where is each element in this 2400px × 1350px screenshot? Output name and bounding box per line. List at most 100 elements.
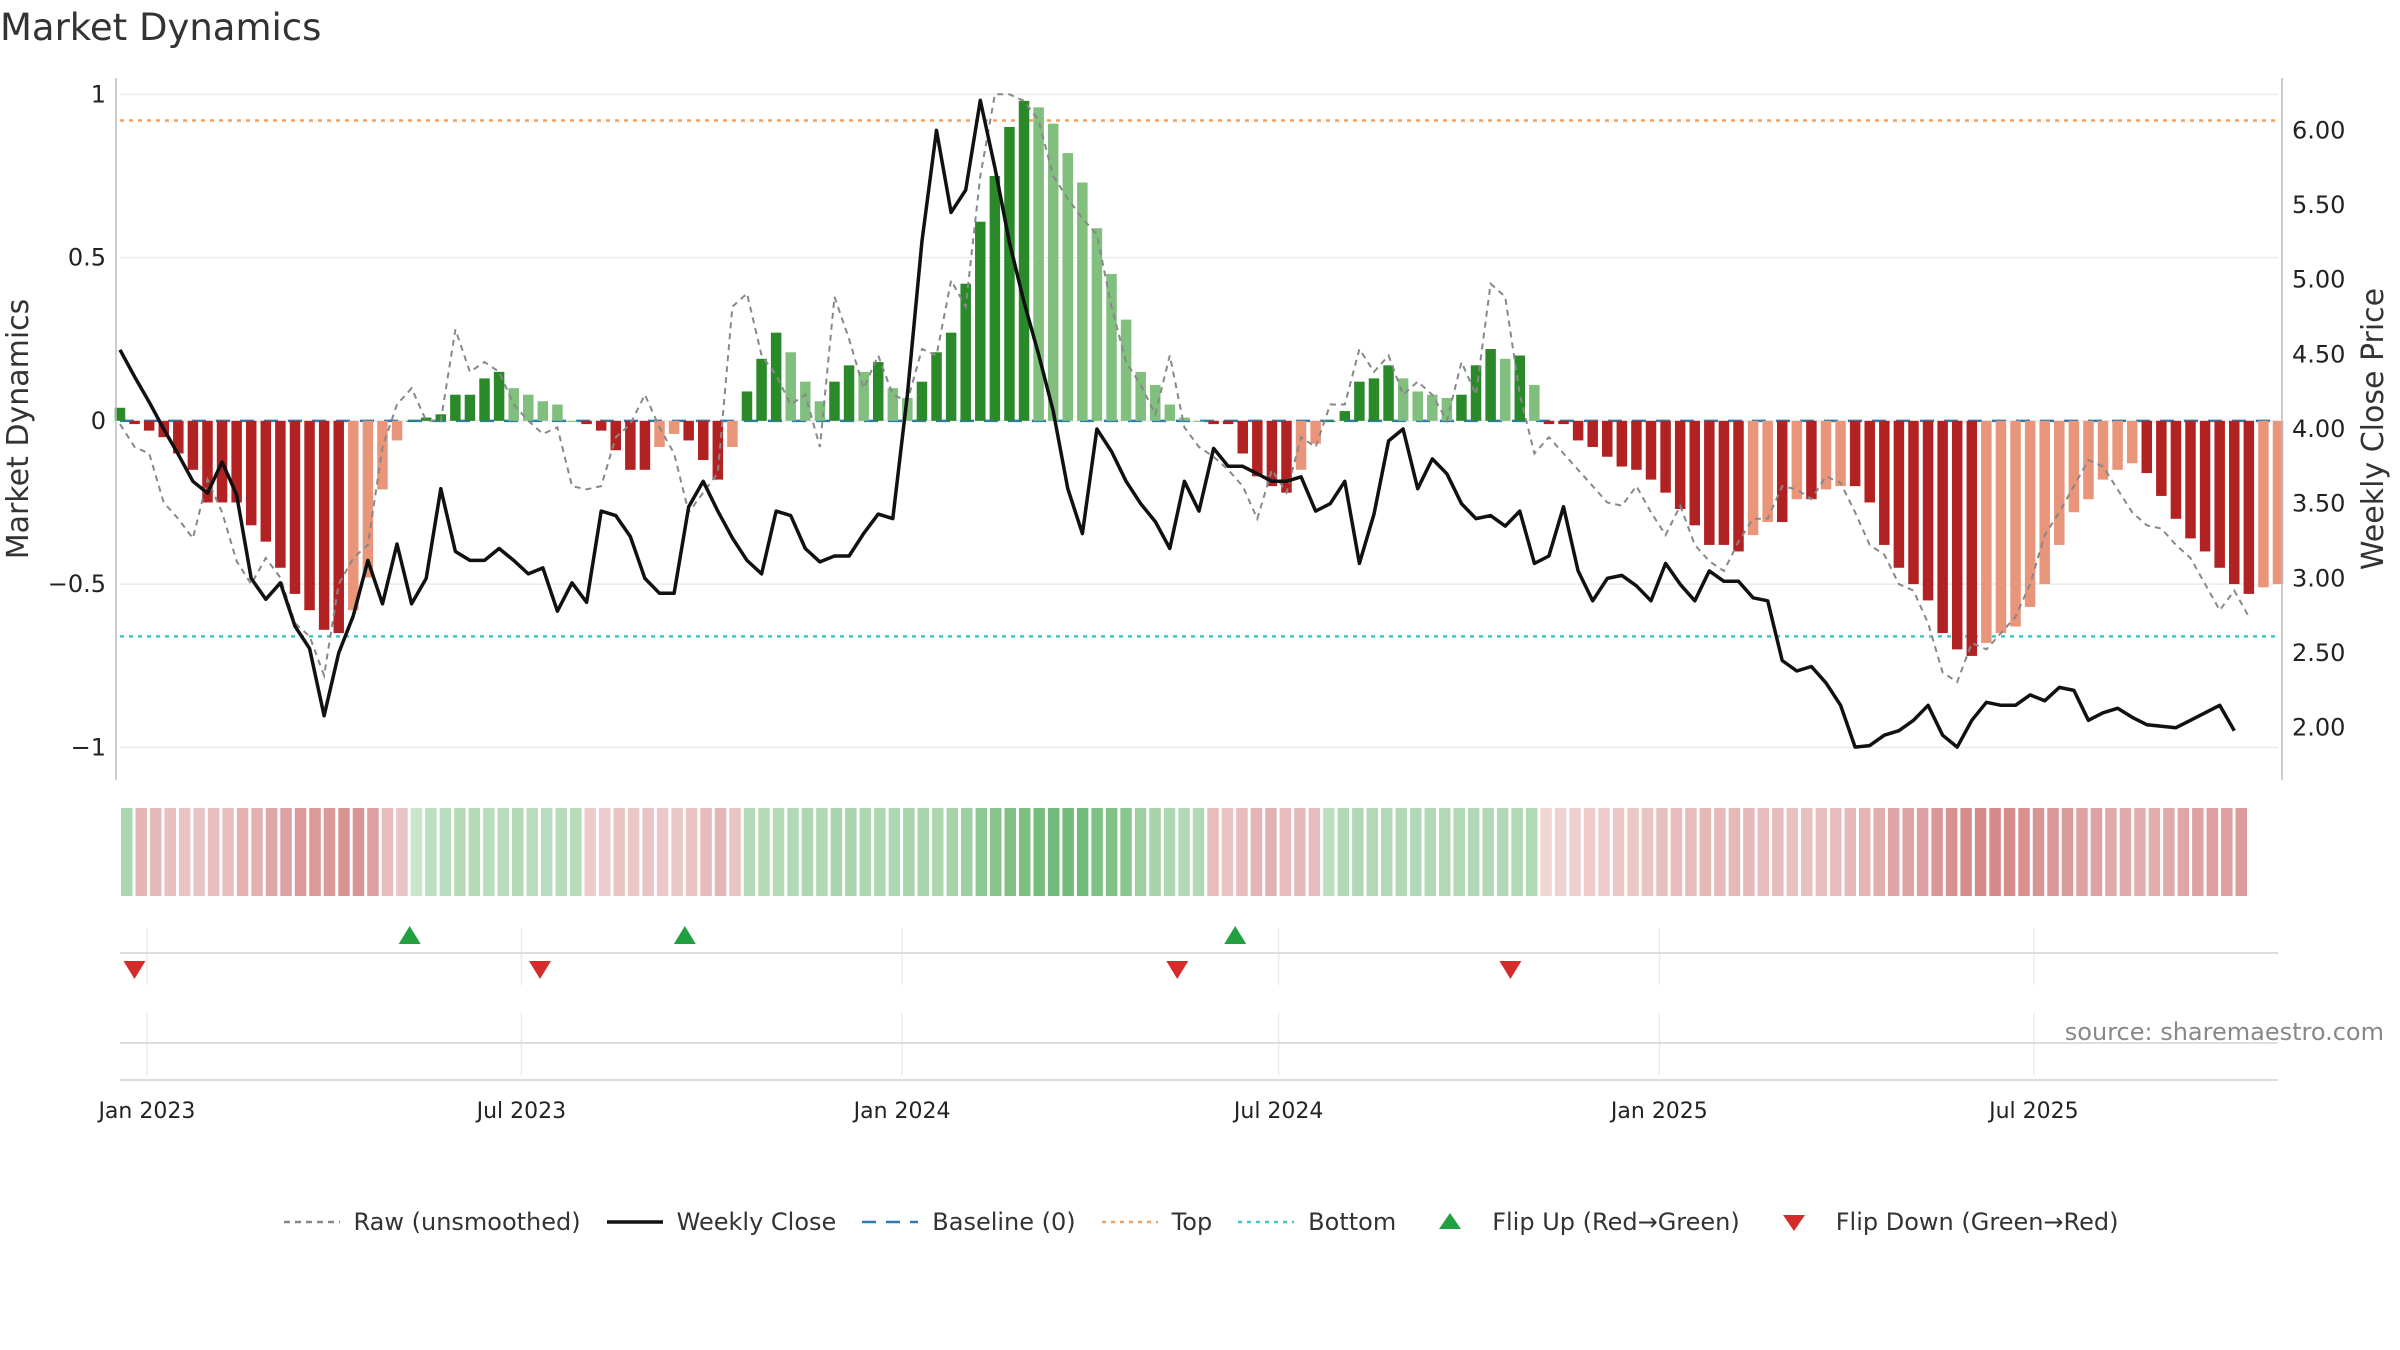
dynamics-bar [479,378,490,421]
regime-cell [1945,808,1958,896]
flip-down-marker [1166,961,1189,979]
dynamics-bar [1747,420,1759,536]
dynamics-bar [1835,420,1846,487]
axes: 1 0.5 0 −0.5 −1 6.00 5.50 5.00 4.50 4.00 3.50 3.00 2… [48,78,2345,1124]
dynamics-bar [2229,420,2240,585]
dynamics-bar [1222,420,1234,425]
close-series [118,98,2236,749]
regime-cell [236,808,249,896]
legend-triangle-down [1782,1215,1805,1231]
dynamics-bars [114,100,2284,656]
regime-cell [729,808,741,896]
regime-cell [222,808,234,896]
regime-cell [1989,808,2001,896]
legend-label: Bottom [1308,1208,1397,1236]
regime-cell [439,808,452,896]
dynamics-bar [829,381,840,421]
legend-item-flip_up: Flip Up (Red→Green) [1420,1207,1740,1237]
regime-cell [1091,808,1103,896]
dynamics-bar [1645,420,1657,480]
regime-cell [1004,808,1016,896]
regime-cell [1062,808,1074,896]
y-tick-label: 0 [91,407,106,435]
regime-cell [2206,808,2219,896]
regime-cell [989,808,1002,896]
dynamics-bar [2126,420,2138,464]
regime-cell [149,808,162,896]
regime-cell [642,808,654,896]
dynamics-bar [1864,420,1875,503]
regime-cell [859,808,872,896]
regime-cell [265,808,278,896]
dynamics-bar [1427,394,1438,421]
dynamics-bar [1791,420,1803,500]
dynamics-bar [537,401,549,421]
dynamics-bar [2170,420,2182,519]
y-axis-label: Market Dynamics [1,299,36,560]
regime-cell [1525,808,1538,896]
dynamics-bar [625,420,636,470]
flip-down-marker [529,961,552,979]
regime-cell [801,808,814,896]
y2-tick-label: 6.00 [2292,116,2345,144]
regime-cell [1858,808,1871,896]
dynamics-bar [2243,420,2255,594]
regime-cell [772,808,785,896]
dynamics-bar [595,420,607,431]
dynamics-bar [989,175,1001,421]
dynamics-bar [202,420,213,503]
dynamics-bar [712,420,724,480]
regime-cell [627,808,640,896]
dynamics-bar [1004,126,1015,421]
dynamics-bar [1631,420,1642,470]
legend-item-raw: Raw (unsmoothed) [282,1207,581,1237]
regime-cell [2163,808,2175,896]
dynamics-bar [931,352,942,421]
regime-cell [961,808,973,896]
regime-cell [2003,808,2016,896]
regime-cell [526,808,539,896]
regime-cell [2134,808,2146,896]
dynamics-bar [377,420,388,490]
regime-cell [121,808,133,896]
regime-cell [598,808,611,896]
dynamics-bar [2141,420,2153,474]
regime-cell [816,808,828,896]
regime-cell [512,808,524,896]
dynamics-bar [668,420,680,434]
x-tick-label: Jan 2023 [96,1099,195,1124]
flip-up-marker [1224,926,1247,944]
legend-triangle-up [1439,1213,1462,1229]
x-tick-label: Jul 2025 [1987,1099,2079,1124]
dynamics-bar [129,420,140,425]
regime-cell [1699,808,1712,896]
dynamics-bar [945,332,957,421]
regime-cell [1656,808,1668,896]
dynamics-bar [887,388,899,421]
regime-cell [1453,808,1465,896]
dynamics-bar [1252,420,1263,477]
legend-item-bottom: Bottom [1236,1207,1396,1237]
regime-cell [1047,808,1060,896]
dynamics-bar [1412,391,1423,421]
regime-cell [2018,808,2030,896]
legend-swatch-baseline [862,1220,919,1224]
dynamics-bar [639,420,651,470]
regime-cell [1887,808,1900,896]
flip-up-marker [673,926,696,944]
regime-cell [309,808,321,896]
dynamics-bar [814,401,826,421]
regime-cell [1569,808,1581,896]
dynamics-bar [1529,384,1540,421]
dynamics-bar [2068,420,2080,513]
legend-label: Flip Up (Red→Green) [1492,1208,1740,1236]
regime-cell [396,808,408,896]
dynamics-bar [1908,420,1919,585]
dynamics-bar [1150,384,1161,421]
dynamics-bar [727,420,738,447]
regime-cell [2061,808,2074,896]
regime-cell [1612,808,1625,896]
dynamics-bar [1485,349,1496,421]
regime-cell [1178,808,1190,896]
regime-cell [1134,808,1147,896]
